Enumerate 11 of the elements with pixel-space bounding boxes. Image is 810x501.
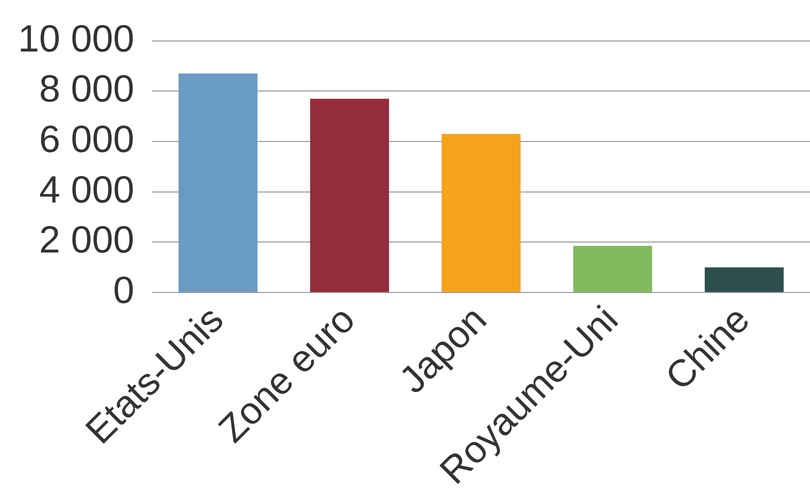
y-tick-label: 4 000 <box>39 169 134 212</box>
y-tick-label: 8 000 <box>39 68 134 111</box>
bar <box>178 74 258 292</box>
y-tick-label: 6 000 <box>39 118 134 161</box>
bar <box>573 246 652 292</box>
y-tick-label: 10 000 <box>18 18 134 60</box>
y-tick-label: 2 000 <box>39 220 134 262</box>
bar <box>442 134 521 292</box>
bar <box>704 267 784 292</box>
y-tick-label: 0 <box>113 270 134 312</box>
bar <box>310 98 390 292</box>
